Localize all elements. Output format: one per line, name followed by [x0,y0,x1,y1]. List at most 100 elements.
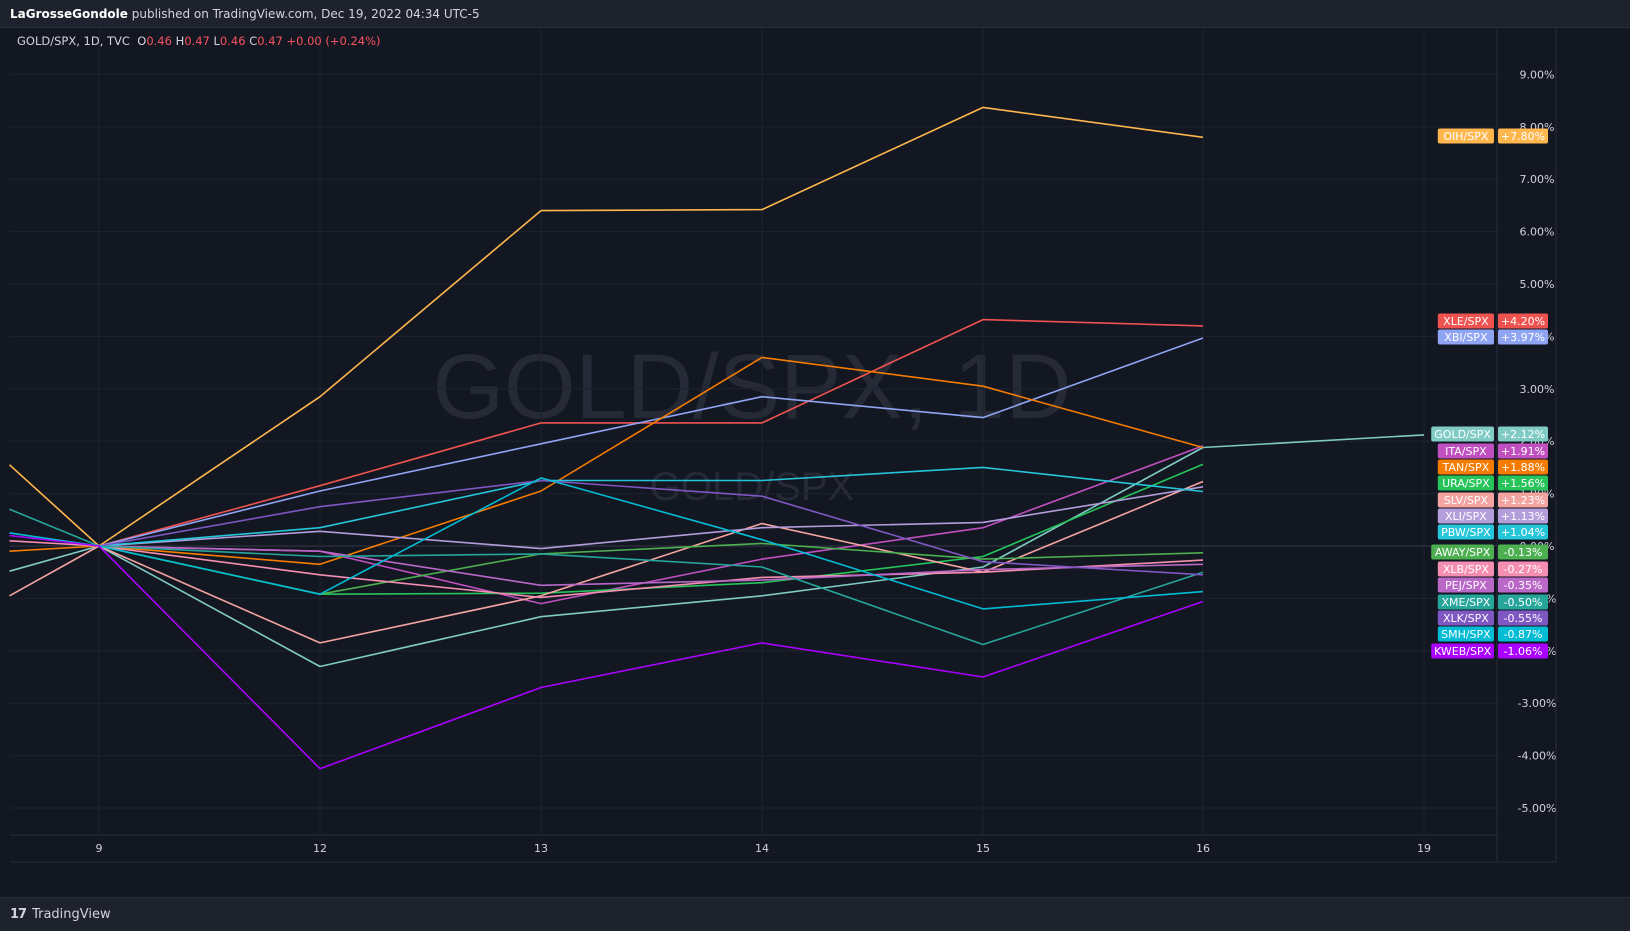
series-name-badge-bg [1437,577,1494,593]
series-name-label: TAN/SPX [1442,461,1490,474]
series-name-badge-bg [1431,643,1494,659]
series-value-label: +1.56% [1501,477,1545,490]
legend-symbol[interactable]: GOLD/SPX, 1D, TVC [17,34,130,48]
tradingview-logo-icon[interactable]: 𝟭𝟳 [10,907,27,922]
series-value-label: +2.12% [1501,428,1545,441]
series-badge[interactable]: XBI/SPX +3.97% [1437,329,1548,345]
legend-close-value: 0.47 [257,34,283,48]
chart-canvas[interactable]: GOLD/SPX, 1DGOLD/SPX9.00%8.00%7.00%6.00%… [0,0,1630,897]
series-badge[interactable]: TAN/SPX +1.88% [1437,459,1548,475]
series-line-xle-spx[interactable] [98,318,1204,547]
series-badge[interactable]: XLE/SPX +4.20% [1437,313,1548,329]
series-value-badge-bg [1498,492,1548,508]
series-name-badge-bg [1437,443,1494,459]
series-value-badge-bg [1498,313,1548,329]
series-name-badge-bg [1437,313,1494,329]
series-lines [8,106,1425,770]
series-name-badge-bg [1437,594,1494,610]
y-tick-label: 5.00% [1520,278,1555,291]
series-value-label: +1.88% [1501,461,1545,474]
series-line-gold-spx[interactable] [9,434,1425,668]
series-line-xli-spx[interactable] [98,486,1204,550]
symbol-legend: GOLD/SPX, 1D, TVC O0.46 H0.47 L0.46 C0.4… [17,34,381,48]
series-name-badge-bg [1431,544,1494,560]
series-badge[interactable]: PEJ/SPX -0.35% [1437,577,1548,593]
series-name-label: SMH/SPX [1441,628,1491,641]
series-name-label: AWAY/SPX [1435,546,1491,559]
series-value-badge-bg [1498,459,1548,475]
y-tick-label: 7.00% [1520,173,1555,186]
series-name-label: XLI/SPX [1445,510,1487,523]
author-name[interactable]: LaGrosseGondole [10,7,128,21]
y-tick-label: -5.00% [1518,802,1557,815]
series-line-xbi-spx[interactable] [98,337,1204,547]
series-value-label: +1.13% [1501,510,1545,523]
series-line-xlk-spx[interactable] [98,479,1204,576]
series-badge[interactable]: AWAY/SPX -0.13% [1431,544,1548,560]
tradingview-brand[interactable]: TradingView [32,907,111,922]
series-value-badge-bg [1498,594,1548,610]
series-name-label: XBI/SPX [1444,331,1488,344]
series-badge[interactable]: XME/SPX -0.50% [1437,594,1548,610]
series-value-label: +1.04% [1501,526,1545,539]
legend-high-label: H [175,34,185,48]
series-name-label: XLK/SPX [1443,612,1489,625]
series-value-label: -0.13% [1504,546,1543,559]
watermark-sub: GOLD/SPX [650,465,855,509]
series-badge[interactable]: OIH/SPX +7.80% [1437,128,1548,144]
x-axis[interactable]: 9 12 13 14 15 16 19 [96,28,1432,855]
series-badge[interactable]: XLB/SPX -0.27% [1437,561,1548,577]
footer-bar: 𝟭𝟳 TradingView [0,897,1630,931]
series-name-label: URA/SPX [1442,477,1490,490]
series-badge[interactable]: GOLD/SPX +2.12% [1431,426,1548,442]
series-name-label: XME/SPX [1441,596,1490,609]
series-value-label: -0.87% [1504,628,1543,641]
series-name-badge-bg [1437,508,1494,524]
series-badge[interactable]: SLV/SPX +1.23% [1437,492,1548,508]
series-badge[interactable]: ITA/SPX +1.91% [1437,443,1548,459]
series-value-label: +1.91% [1501,445,1545,458]
series-name-badge-bg [1437,492,1494,508]
series-value-label: -0.35% [1504,579,1543,592]
series-badge[interactable]: XLK/SPX -0.55% [1437,610,1548,626]
series-badge[interactable]: SMH/SPX -0.87% [1437,626,1548,642]
legend-close-label: C [249,34,258,48]
series-badge[interactable]: URA/SPX +1.56% [1437,475,1548,491]
series-name-label: GOLD/SPX [1434,428,1491,441]
series-value-badge-bg [1498,577,1548,593]
series-badge[interactable]: KWEB/SPX -1.06% [1431,643,1548,659]
series-value-badge-bg [1498,610,1548,626]
series-value-badge-bg [1498,426,1548,442]
series-value-label: -0.50% [1504,596,1543,609]
series-value-badge-bg [1498,643,1548,659]
x-tick-label: 19 [1417,842,1431,855]
series-name-label: XLE/SPX [1443,315,1489,328]
series-name-label: PBW/SPX [1441,526,1491,539]
series-name-badge-bg [1437,459,1494,475]
series-value-badge-bg [1498,524,1548,540]
series-name-badge-bg [1437,561,1494,577]
series-name-badge-bg [1437,626,1494,642]
series-name-badge-bg [1437,329,1494,345]
series-value-badge-bg [1498,544,1548,560]
series-line-kweb-spx[interactable] [9,534,1204,770]
series-name-label: PEJ/SPX [1445,579,1487,592]
publish-info-bar: LaGrosseGondole published on TradingView… [0,0,1630,28]
series-badge[interactable]: PBW/SPX +1.04% [1437,524,1548,540]
series-line-pbw-spx[interactable] [98,466,1204,547]
series-value-label: +4.20% [1501,315,1545,328]
series-value-label: -1.06% [1504,645,1543,658]
series-value-badge-bg [1498,329,1548,345]
y-tick-label: 3.00% [1520,383,1555,396]
legend-low-label: L [213,34,220,48]
series-name-label: KWEB/SPX [1434,645,1492,658]
series-line-pej-spx[interactable] [98,545,1204,587]
legend-low-value: 0.46 [219,34,246,48]
x-tick-label: 14 [755,842,769,855]
y-tick-label: -3.00% [1518,697,1557,710]
series-value-badge-bg [1498,475,1548,491]
x-tick-label: 15 [976,842,990,855]
series-badge[interactable]: XLI/SPX +1.13% [1437,508,1548,524]
plot-area[interactable] [10,28,1497,835]
series-value-badge-bg [1498,443,1548,459]
